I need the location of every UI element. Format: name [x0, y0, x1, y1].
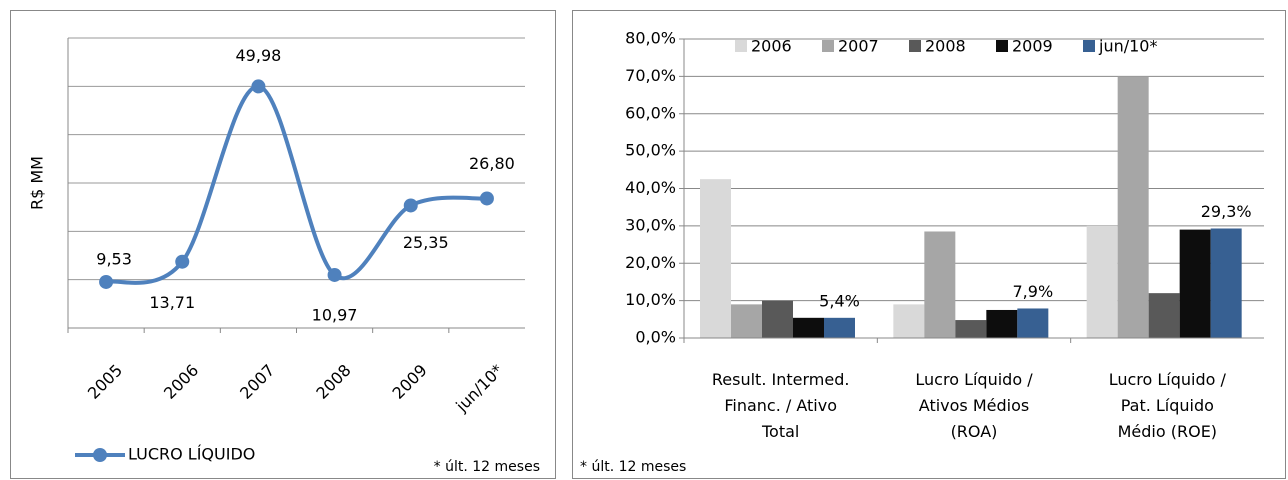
- marker: [327, 267, 342, 282]
- x-tick-label: Lucro Líquido / Ativos Médios (ROA): [915, 370, 1033, 441]
- marker: [99, 274, 114, 289]
- marker: [175, 254, 190, 269]
- bar: [731, 304, 762, 338]
- legend-swatch: [735, 40, 747, 52]
- footnote: * últ. 12 meses: [580, 459, 686, 475]
- bar: [1148, 293, 1180, 338]
- bar: [955, 320, 987, 338]
- y-tick-label: 80,0%: [625, 29, 676, 48]
- bar: [762, 300, 793, 338]
- data-label: 29,3%: [1201, 202, 1252, 221]
- legend-label: 2006: [751, 37, 792, 56]
- data-label: 7,9%: [1013, 282, 1054, 301]
- y-tick-label: 10,0%: [625, 290, 676, 309]
- legend-label: 2008: [925, 37, 966, 56]
- legend-marker: [93, 448, 107, 462]
- data-label: 9,53: [96, 249, 132, 268]
- marker: [403, 198, 418, 213]
- data-label: 10,97: [312, 305, 358, 324]
- y-axis-title: R$ MM: [28, 156, 47, 210]
- bar: [1086, 225, 1118, 338]
- data-label: 26,80: [469, 154, 515, 173]
- left-panel: [10, 10, 556, 479]
- x-tick-label: Result. Intermed. Financ. / Ativo Total: [712, 370, 850, 441]
- legend-label: jun/10*: [1098, 37, 1157, 56]
- bar: [700, 179, 731, 338]
- legend-swatch: [909, 40, 921, 52]
- footnote: * últ. 12 meses: [434, 459, 540, 475]
- y-tick-label: 40,0%: [625, 178, 676, 197]
- data-label: 5,4%: [819, 291, 860, 310]
- y-tick-label: 20,0%: [625, 253, 676, 272]
- bar: [1117, 76, 1149, 338]
- legend-swatch: [822, 40, 834, 52]
- bar: [824, 317, 855, 338]
- data-label: 13,71: [149, 293, 195, 312]
- y-tick-label: 50,0%: [625, 141, 676, 160]
- bar: [893, 304, 925, 338]
- bar: [793, 317, 824, 338]
- bar: [1179, 229, 1211, 338]
- legend-label: LUCRO LÍQUIDO: [128, 445, 255, 464]
- legend-swatch: [996, 40, 1008, 52]
- y-tick-label: 60,0%: [625, 103, 676, 122]
- x-tick-label: Lucro Líquido / Pat. Líquido Médio (ROE): [1109, 370, 1227, 441]
- marker: [479, 191, 494, 206]
- bar: [986, 309, 1018, 338]
- data-label: 25,35: [403, 233, 449, 252]
- legend-label: 2009: [1012, 37, 1053, 56]
- legend-label: 2007: [838, 37, 879, 56]
- y-tick-label: 70,0%: [625, 66, 676, 85]
- data-label: 49,98: [236, 46, 282, 65]
- marker: [251, 79, 266, 94]
- y-tick-label: 0,0%: [635, 328, 676, 347]
- y-tick-label: 30,0%: [625, 215, 676, 234]
- bar: [1210, 228, 1242, 338]
- bar: [924, 231, 956, 338]
- legend-swatch: [1083, 40, 1095, 52]
- bar: [1017, 308, 1049, 338]
